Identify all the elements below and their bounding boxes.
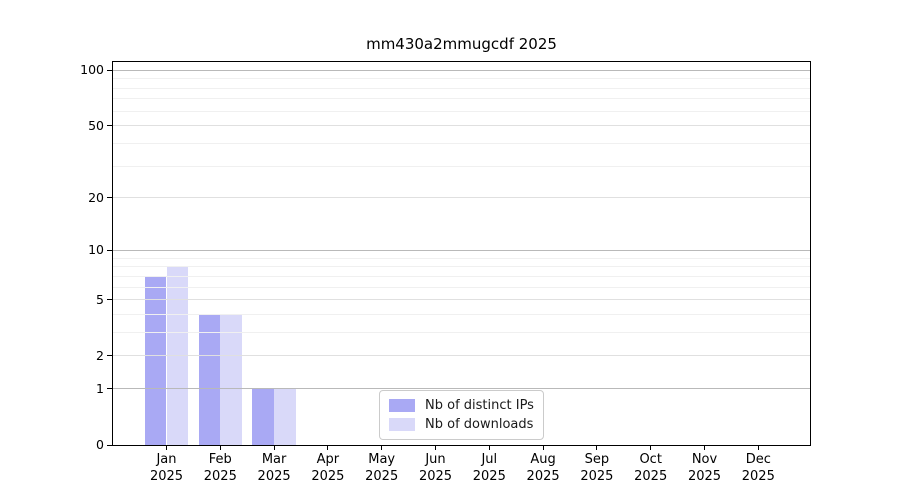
x-tick-label: Nov 2025 <box>670 451 740 485</box>
y-tick <box>107 69 112 71</box>
x-label-year: 2025 <box>526 469 560 484</box>
x-tick <box>435 445 436 450</box>
x-tick-label: Jul 2025 <box>454 451 524 485</box>
x-label-year: 2025 <box>741 469 775 484</box>
legend: Nb of distinct IPs Nb of downloads <box>379 390 544 440</box>
legend-swatch-downloads-icon <box>389 418 415 431</box>
x-label-month: Apr <box>316 452 340 467</box>
x-tick-label: Mar 2025 <box>239 451 309 485</box>
y-tick-label: 2 <box>96 347 104 363</box>
grid-line-minor <box>113 275 810 277</box>
x-label-year: 2025 <box>418 469 453 484</box>
x-label-year: 2025 <box>203 469 237 484</box>
grid-line-major <box>113 125 810 127</box>
x-label-month: Jan <box>156 452 177 467</box>
grid-line-minor <box>113 143 810 145</box>
legend-label-distinct-ips: Nb of distinct IPs <box>425 398 534 413</box>
grid-line-minor <box>113 98 810 100</box>
x-label-year: 2025 <box>365 469 399 484</box>
x-tick-label: Aug 2025 <box>508 451 578 485</box>
bar-downloads <box>220 314 243 445</box>
x-tick-label: Jun 2025 <box>401 451 471 485</box>
y-tick-label: 20 <box>88 189 104 205</box>
y-tick <box>107 125 112 127</box>
x-tick-label: Sep 2025 <box>562 451 632 485</box>
grid-line-minor <box>113 87 810 89</box>
grid-line-minor <box>113 266 810 268</box>
x-tick-label: Apr 2025 <box>293 451 363 485</box>
grid-line-minor <box>113 165 810 167</box>
legend-item-distinct-ips: Nb of distinct IPs <box>389 396 534 415</box>
y-tick <box>107 388 112 390</box>
x-label-month: Oct <box>639 452 662 467</box>
bar-distinct-ips <box>252 388 275 445</box>
x-tick <box>488 445 490 450</box>
x-tick-label: Jan 2025 <box>132 451 202 485</box>
x-label-year: 2025 <box>149 469 184 484</box>
x-tick <box>704 445 705 450</box>
y-tick <box>107 299 112 301</box>
chart-title: mm430a2mmugcdf 2025 <box>366 35 557 53</box>
legend-item-downloads: Nb of downloads <box>389 415 534 434</box>
x-label-month: Mar <box>261 452 287 467</box>
x-tick <box>273 445 275 450</box>
grid-line-minor <box>113 257 810 259</box>
x-label-year: 2025 <box>472 469 506 484</box>
plot-area <box>107 61 811 450</box>
x-label-month: Aug <box>530 452 556 467</box>
x-tick <box>542 445 544 450</box>
x-tick <box>219 445 221 450</box>
grid-line-minor <box>113 110 810 112</box>
x-tick <box>381 445 383 450</box>
x-label-month: Sep <box>584 452 610 467</box>
x-label-month: Feb <box>208 452 232 467</box>
y-tick-label: 1 <box>96 380 104 396</box>
grid-line-major <box>113 388 810 390</box>
y-tick-label: 5 <box>96 291 104 307</box>
grid-line-minor <box>113 313 810 315</box>
x-label-year: 2025 <box>311 469 345 484</box>
grid-line-minor <box>113 78 810 80</box>
grid-line-major <box>113 299 810 301</box>
x-tick <box>650 445 652 450</box>
y-tick <box>107 444 112 446</box>
x-tick <box>596 445 598 450</box>
x-tick-label: Feb 2025 <box>185 451 255 485</box>
legend-swatch-distinct-ips-icon <box>389 399 415 412</box>
legend-label-downloads: Nb of downloads <box>425 417 534 432</box>
grid-line-minor <box>113 286 810 288</box>
x-label-month: Dec <box>745 452 771 467</box>
y-tick-label: 50 <box>88 117 104 133</box>
x-label-year: 2025 <box>580 469 614 484</box>
x-label-month: Nov <box>691 452 718 467</box>
bar-downloads <box>274 388 296 445</box>
x-tick-label: Dec 2025 <box>723 451 793 485</box>
x-label-month: Jun <box>425 452 446 467</box>
y-tick <box>107 249 112 251</box>
x-tick-label: May 2025 <box>347 451 417 485</box>
bar-distinct-ips <box>144 276 167 445</box>
grid-line-major <box>113 249 810 251</box>
grid-line-minor <box>113 331 810 333</box>
bar-distinct-ips <box>198 314 221 445</box>
x-label-month: Jul <box>481 452 498 467</box>
y-tick <box>107 197 112 199</box>
y-tick-label: 0 <box>96 437 104 452</box>
x-tick <box>166 445 167 450</box>
y-tick-label: 10 <box>88 242 104 258</box>
x-label-year: 2025 <box>257 469 291 484</box>
x-label-month: May <box>368 452 396 467</box>
grid-line-major <box>113 197 810 199</box>
y-tick <box>107 355 112 357</box>
x-label-year: 2025 <box>687 469 722 484</box>
x-tick <box>757 445 759 450</box>
y-tick-label: 100 <box>80 62 104 78</box>
x-tick-label: Oct 2025 <box>616 451 686 485</box>
x-label-year: 2025 <box>634 469 668 484</box>
x-tick <box>327 445 329 450</box>
grid-line-major <box>113 355 810 357</box>
grid-line-major <box>113 69 810 71</box>
